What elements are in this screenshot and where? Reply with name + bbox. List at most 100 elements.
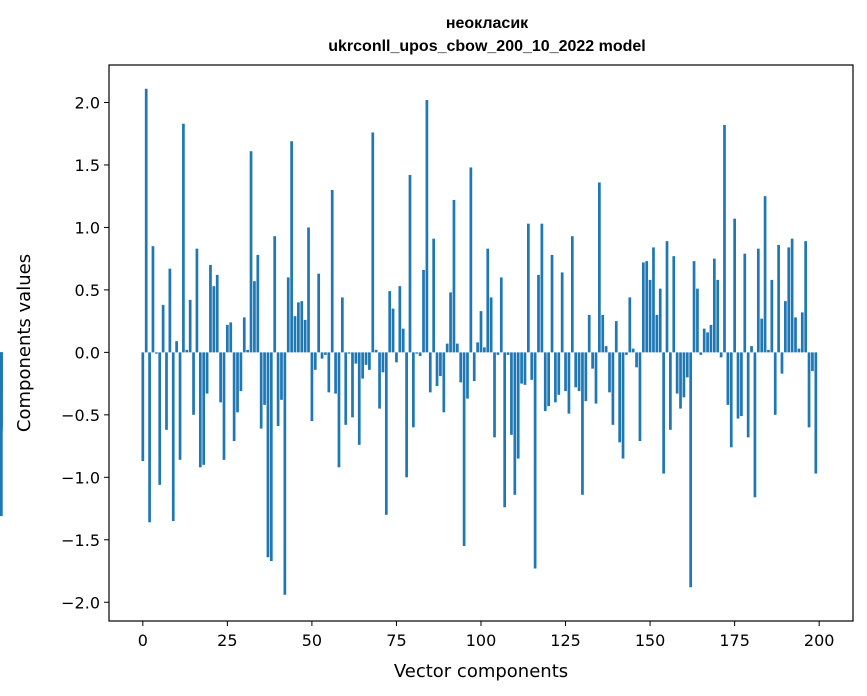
bar-component-96 <box>466 352 469 399</box>
bar-component-97 <box>469 167 473 353</box>
bar-component-68 <box>371 132 375 353</box>
bar-component-183 <box>760 318 764 353</box>
bar-component-undefined <box>0 352 3 517</box>
bar-component-119 <box>543 352 547 412</box>
bar-component-15 <box>192 352 195 415</box>
bar-component-71 <box>381 352 385 373</box>
bar-component-175 <box>733 218 736 353</box>
bar-component-42 <box>283 352 287 595</box>
bar-component-29 <box>239 352 243 392</box>
bar-component-92 <box>452 199 456 353</box>
bar-component-76 <box>398 286 402 353</box>
bar-component-192 <box>790 238 794 353</box>
bar-component-176 <box>736 352 740 419</box>
y-tick-label: −2.0 <box>61 593 100 612</box>
bar-component-146 <box>635 352 638 368</box>
bar-component-194 <box>797 348 801 353</box>
bar-component-88 <box>439 352 442 377</box>
bar-component-84 <box>425 99 429 353</box>
bar-component-47 <box>300 301 304 353</box>
bar-component-195 <box>800 312 804 353</box>
x-tick-label: 200 <box>804 631 835 650</box>
bar-component-138 <box>608 352 611 393</box>
bar-component-104 <box>493 352 496 438</box>
bar-component-157 <box>672 256 676 353</box>
bar-component-112 <box>520 352 523 384</box>
bar-component-103 <box>489 297 493 353</box>
x-axis-ticks: 0 25 50 75 100 125 150 175 200 <box>138 621 835 650</box>
bar-component-44 <box>290 141 293 353</box>
bar-component-143 <box>625 352 628 355</box>
bar-component-147 <box>638 352 642 442</box>
bar-component-36 <box>263 352 266 405</box>
bar-component-172 <box>723 124 726 353</box>
y-tick-label: 0.0 <box>75 343 100 362</box>
bar-component-39 <box>273 236 277 353</box>
chart-title: неокласик <box>446 15 529 32</box>
bar-component-180 <box>750 346 753 353</box>
bar-component-40 <box>276 352 280 427</box>
bar-component-101 <box>483 347 486 353</box>
bar-component-107 <box>503 352 507 508</box>
chart-subtitle: ukrconll_upos_cbow_200_10_2022 model <box>328 38 645 55</box>
bar-component-63 <box>354 352 358 364</box>
bar-component-35 <box>259 352 263 429</box>
y-tick-label: 1.0 <box>75 218 100 237</box>
bar-component-3 <box>151 246 155 353</box>
bar-component-141 <box>618 352 622 443</box>
bar-component-110 <box>513 352 517 495</box>
bar-component-2 <box>148 352 151 523</box>
y-tick-label: 1.5 <box>75 156 100 175</box>
x-tick-label: 0 <box>138 631 148 650</box>
bar-component-120 <box>547 352 550 407</box>
bar-component-102 <box>486 248 490 353</box>
bar-component-48 <box>303 319 307 353</box>
bar-component-24 <box>222 352 226 460</box>
bar-component-196 <box>804 241 808 353</box>
bar-component-55 <box>327 352 331 393</box>
bar-component-184 <box>763 196 767 353</box>
bar-component-66 <box>364 352 368 365</box>
x-axis-label: Vector components <box>394 661 568 682</box>
bar-component-182 <box>756 248 760 353</box>
x-tick-label: 175 <box>719 631 750 650</box>
y-axis-ticks: −2.0 −1.5 −1.0 −0.5 0.0 0.5 1.0 1.5 2.0 <box>61 93 109 612</box>
bar-component-7 <box>165 352 168 430</box>
bar-component-145 <box>631 348 635 353</box>
bar-component-17 <box>198 352 202 468</box>
bar-component-151 <box>652 247 655 353</box>
bar-component-77 <box>401 328 405 353</box>
bar-component-106 <box>499 277 503 353</box>
bar-component-86 <box>432 238 436 353</box>
bar-component-105 <box>496 352 500 355</box>
bar-component-99 <box>476 342 479 353</box>
bar-component-144 <box>628 297 632 353</box>
bar-component-58 <box>337 352 341 468</box>
bar-component-197 <box>807 352 811 428</box>
bar-component-193 <box>794 317 797 353</box>
bar-component-28 <box>236 352 239 413</box>
x-tick-label: 25 <box>217 631 237 650</box>
bar-component-69 <box>374 349 378 353</box>
bar-component-34 <box>256 254 260 353</box>
bar-component-79 <box>408 174 412 353</box>
bar-component-19 <box>205 352 209 394</box>
bar-component-4 <box>154 352 158 354</box>
bar-component-73 <box>388 291 392 353</box>
bar-component-130 <box>581 352 584 495</box>
bar-component-159 <box>679 352 682 409</box>
bar-component-6 <box>161 304 165 353</box>
bar-component-9 <box>171 352 175 522</box>
bar-component-85 <box>428 352 432 393</box>
bar-component-128 <box>574 352 578 388</box>
bar-component-13 <box>185 349 189 353</box>
bar-component-60 <box>344 352 348 425</box>
y-tick-label: 2.0 <box>75 93 100 112</box>
bar-component-37 <box>266 352 270 558</box>
bar-component-38 <box>269 352 273 562</box>
bar-component-23 <box>219 352 222 403</box>
y-tick-label: −0.5 <box>61 406 100 425</box>
bar-component-134 <box>594 352 598 404</box>
bar-component-62 <box>351 352 354 418</box>
